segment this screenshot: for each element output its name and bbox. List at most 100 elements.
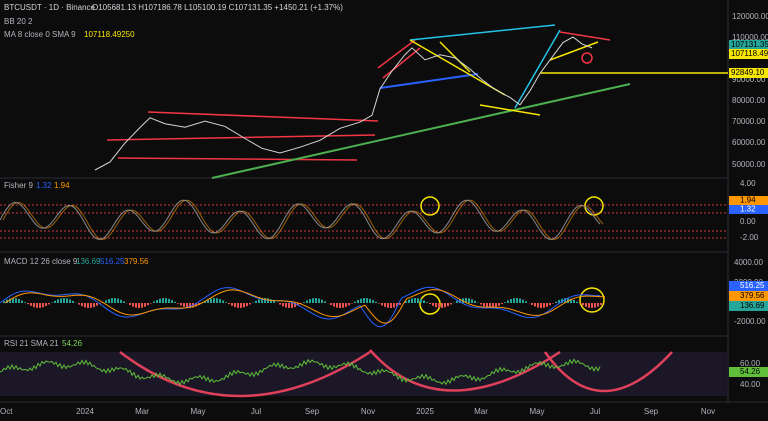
macd-histogram — [438, 303, 440, 308]
macd-histogram — [159, 298, 161, 303]
cyan-line — [514, 29, 561, 109]
macd-histogram — [84, 303, 86, 308]
circle-marker — [584, 196, 604, 216]
time-axis-label: 2024 — [76, 407, 94, 416]
macd-histogram — [27, 303, 29, 305]
macd-histogram — [210, 298, 212, 303]
macd-histogram — [225, 302, 227, 303]
macd-histogram — [3, 301, 5, 303]
macd-histogram — [456, 300, 458, 303]
macd-histogram — [63, 298, 65, 303]
macd-histogram — [393, 303, 395, 308]
macd-histogram — [537, 303, 539, 308]
red-line — [559, 31, 611, 41]
macd-histogram — [288, 303, 290, 308]
macd-histogram — [564, 298, 566, 303]
macd-histogram — [132, 303, 134, 307]
macd-histogram — [93, 303, 95, 308]
macd-histogram — [483, 303, 485, 307]
macd-histogram — [270, 299, 272, 303]
symbol: BTCUSDT · 1D · Binance — [4, 3, 96, 12]
macd-histogram — [330, 303, 332, 305]
yellow-line — [479, 104, 541, 116]
macd-histogram — [216, 298, 218, 303]
macd-histogram — [543, 303, 545, 308]
macd-histogram — [432, 303, 434, 306]
time-axis-label: Nov — [701, 407, 715, 416]
macd-histogram — [261, 298, 263, 303]
macd-histogram — [231, 303, 233, 306]
macd-histogram — [354, 301, 356, 303]
macd-histogram — [174, 301, 176, 303]
macd-histogram — [411, 298, 413, 303]
macd-histogram — [435, 303, 437, 308]
time-axis-label: Nov — [361, 407, 375, 416]
macd-value: 516.25 — [100, 257, 125, 266]
macd-histogram — [9, 298, 11, 303]
macd-histogram — [363, 298, 365, 303]
time-axis-label: 2025 — [416, 407, 434, 416]
macd-histogram — [531, 303, 533, 305]
macd-histogram — [423, 300, 425, 303]
macd-histogram — [369, 298, 371, 303]
macd-histogram — [57, 299, 59, 303]
macd-histogram — [15, 298, 17, 303]
value-tag-label: 379.56 — [740, 291, 765, 300]
macd-histogram — [552, 303, 554, 304]
macd-histogram — [375, 301, 377, 303]
macd-histogram — [33, 303, 35, 308]
macd-histogram — [111, 298, 113, 303]
value-tag-label: 136.69 — [740, 301, 765, 310]
macd-histogram — [525, 301, 527, 303]
macd-histogram — [219, 299, 221, 303]
macd-histogram — [156, 299, 158, 303]
macd-histogram — [222, 300, 224, 303]
macd-histogram — [426, 302, 428, 303]
macd-histogram — [18, 299, 20, 303]
channel-line — [106, 134, 376, 141]
macd-histogram — [468, 298, 470, 303]
macd-histogram — [153, 301, 155, 303]
macd-histogram — [504, 302, 506, 303]
price-axis-label: 70000.00 — [732, 117, 766, 126]
macd-histogram — [54, 300, 56, 303]
macd-histogram — [579, 303, 581, 304]
macd-histogram — [24, 302, 26, 303]
rsi-axis-label: 40.00 — [740, 380, 761, 389]
macd-histogram — [573, 300, 575, 303]
macd-histogram — [282, 303, 284, 307]
macd-histogram — [237, 303, 239, 308]
macd-histogram — [450, 303, 452, 305]
fisher-value: 1.32 — [36, 181, 52, 190]
macd-histogram — [228, 303, 230, 305]
yellow-line — [549, 41, 599, 61]
layout — [0, 0, 768, 403]
rsi-value: 54.26 — [62, 339, 83, 348]
macd-histogram — [324, 301, 326, 303]
macd-histogram — [189, 303, 191, 308]
price-tag-label: 107118.49 — [731, 49, 768, 58]
macd-histogram — [135, 303, 137, 308]
fisher-axis-label: -2.00 — [740, 233, 759, 242]
macd-histogram — [534, 303, 536, 307]
macd-histogram — [498, 303, 500, 306]
macd-histogram — [360, 298, 362, 303]
macd-histogram — [30, 303, 32, 306]
macd-histogram — [36, 303, 38, 308]
time-axis-label: Sep — [305, 407, 320, 416]
value-tag — [729, 196, 768, 205]
fisher-line — [0, 199, 601, 241]
macd-histogram — [114, 298, 116, 303]
macd-histogram — [321, 299, 323, 303]
macd-histogram — [285, 303, 287, 308]
macd-histogram — [345, 303, 347, 307]
ma-value: 107118.49250 — [84, 30, 135, 39]
rsi-label: RSI 21 SMA 21 — [4, 339, 59, 348]
macd-histogram — [243, 303, 245, 308]
macd-histogram — [522, 299, 524, 303]
price-tag — [729, 49, 768, 59]
macd-histogram — [195, 303, 197, 307]
macd-histogram — [465, 298, 467, 303]
macd-axis-label: 4000.00 — [734, 258, 763, 267]
macd-value: 136.69 — [76, 257, 101, 266]
